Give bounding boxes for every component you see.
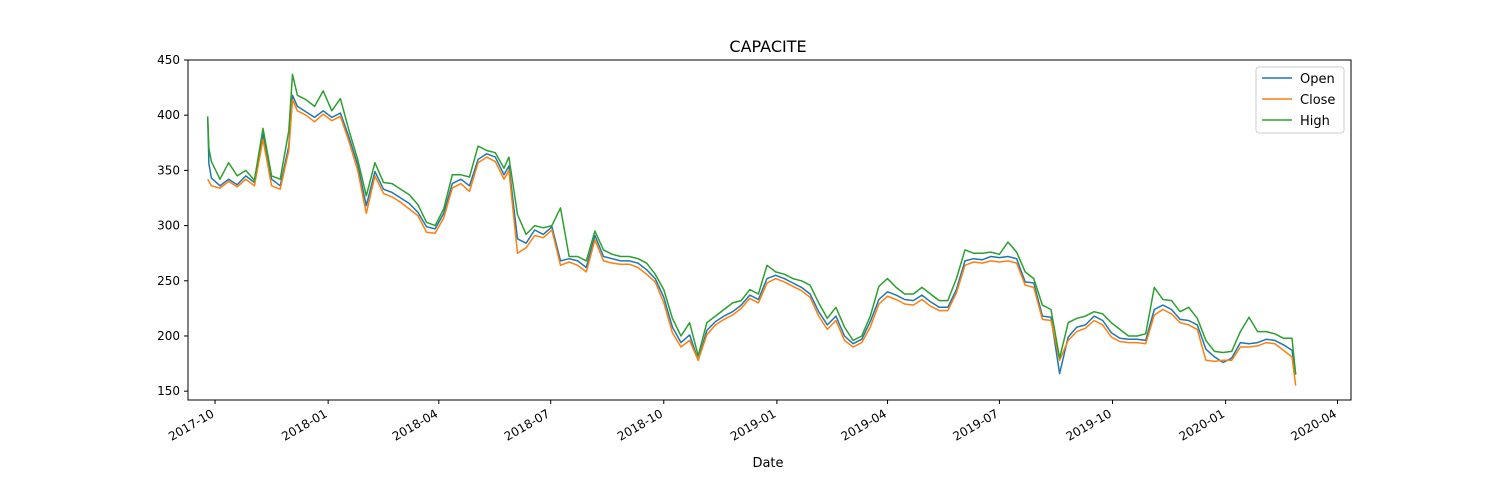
x-tick-label: 2019-10 <box>1064 406 1114 443</box>
x-tick-label: 2017-10 <box>166 406 216 443</box>
x-tick-label: 2018-01 <box>279 406 329 443</box>
legend-entries: Open Close High <box>1262 72 1335 129</box>
series-line-close <box>207 98 1297 386</box>
series-line-high <box>206 73 1297 375</box>
y-tick-label: 150 <box>157 384 180 398</box>
x-tick-label: 2019-04 <box>839 406 889 443</box>
legend-label-open: Open <box>1300 72 1335 87</box>
legend: Open Close High <box>1255 66 1345 134</box>
y-tick-label: 300 <box>157 219 180 233</box>
y-tick-label: 350 <box>157 163 180 177</box>
y-tick-label: 450 <box>157 53 180 67</box>
y-tick-label: 250 <box>157 274 180 288</box>
x-tick-label: 2020-01 <box>1177 406 1227 443</box>
y-tick-label: 200 <box>157 329 180 343</box>
plot-frame <box>187 59 1352 401</box>
x-axis-title: Date <box>752 456 783 471</box>
chart-title: CAPACITE <box>729 37 806 56</box>
legend-label-close: Close <box>1300 93 1335 108</box>
x-tick-label: 2018-04 <box>390 406 440 443</box>
series-line-open <box>206 94 1297 375</box>
y-tick-label: 400 <box>157 108 180 122</box>
x-tick-label: 2020-04 <box>1289 406 1339 443</box>
legend-label-high: High <box>1300 114 1330 129</box>
x-tick-label: 2019-01 <box>728 406 778 443</box>
x-tick-label: 2019-07 <box>950 406 1000 443</box>
y-axis: 150 200 250 300 350 400 450 <box>157 53 188 398</box>
x-axis: 2017-10 2018-01 2018-04 2018-07 2018-10 2019-… <box>166 400 1339 444</box>
legend-box <box>1255 66 1345 134</box>
series-layer <box>206 73 1297 386</box>
x-tick-label: 2018-10 <box>615 406 665 443</box>
x-tick-label: 2018-07 <box>502 406 552 443</box>
